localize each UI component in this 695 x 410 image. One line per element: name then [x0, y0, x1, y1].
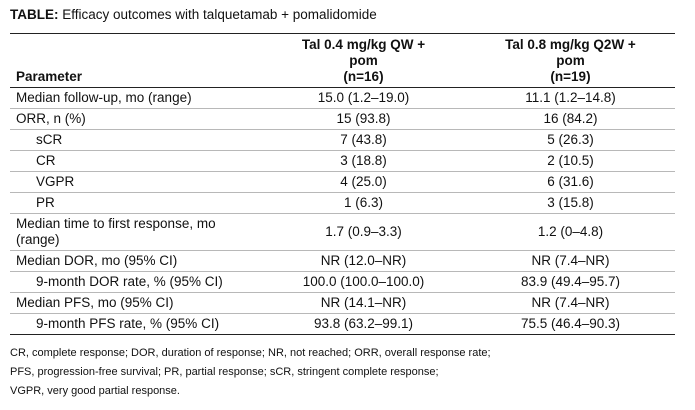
- row-label: 9-month PFS rate, % (95% CI): [36, 316, 220, 331]
- row-value-col1: 7 (43.8): [340, 132, 387, 147]
- footnote-line: VGPR, very good partial response.: [10, 385, 180, 397]
- header-col1-line2: pom: [349, 53, 378, 68]
- header-col2-line3: (n=19): [550, 69, 591, 84]
- row-label: ORR, n (%): [16, 111, 86, 126]
- table-row: 9-month PFS rate, % (95% CI) 93.8 (63.2–…: [10, 314, 675, 335]
- table-row: Median follow-up, mo (range) 15.0 (1.2–1…: [10, 88, 675, 109]
- table-row: Median time to first response, mo (range…: [10, 214, 675, 251]
- row-label: VGPR: [36, 174, 75, 189]
- table-row: ORR, n (%) 15 (93.8) 16 (84.2): [10, 109, 675, 130]
- row-value-col2: 6 (31.6): [547, 174, 594, 189]
- row-value-col2: 75.5 (46.4–90.3): [520, 316, 621, 331]
- table-row: sCR 7 (43.8) 5 (26.3): [10, 130, 675, 151]
- table-row: VGPR 4 (25.0) 6 (31.6): [10, 172, 675, 193]
- row-label: 9-month DOR rate, % (95% CI): [36, 274, 223, 289]
- table-title-prefix: TABLE:: [10, 7, 59, 22]
- header-col1-line1: Tal 0.4 mg/kg QW +: [301, 37, 426, 52]
- row-value-col2: 5 (26.3): [547, 132, 594, 147]
- efficacy-table: Parameter Tal 0.4 mg/kg QW + pom (n=16) …: [10, 33, 675, 335]
- row-label-line1: Median time to first response, mo: [16, 216, 216, 231]
- row-value-col2: 16 (84.2): [543, 111, 598, 126]
- row-label: CR: [36, 153, 56, 168]
- footnote-line: PFS, progression-free survival; PR, part…: [10, 366, 439, 378]
- row-label: Median DOR, mo (95% CI): [16, 253, 178, 268]
- table-row: Median DOR, mo (95% CI) NR (12.0–NR) NR …: [10, 251, 675, 272]
- row-value-col2: 1.2 (0–4.8): [537, 224, 604, 239]
- row-value-col2: NR (7.4–NR): [531, 253, 610, 268]
- header-col1-line3: (n=16): [343, 69, 384, 84]
- row-value-col1: 93.8 (63.2–99.1): [313, 316, 414, 331]
- table-body: Median follow-up, mo (range) 15.0 (1.2–1…: [10, 88, 675, 335]
- row-value-col1: 15 (93.8): [336, 111, 391, 126]
- row-value-col2: 83.9 (49.4–95.7): [520, 274, 621, 289]
- row-label: Median time to first response, mo (range…: [10, 214, 261, 251]
- row-value-col1: 4 (25.0): [340, 174, 387, 189]
- footnote-line: CR, complete response; DOR, duration of …: [10, 347, 491, 359]
- table-row: Median PFS, mo (95% CI) NR (14.1–NR) NR …: [10, 293, 675, 314]
- row-value-col1: 100.0 (100.0–100.0): [302, 274, 425, 289]
- row-value-col1: 3 (18.8): [340, 153, 387, 168]
- header-col2-line1: Tal 0.8 mg/kg Q2W +: [505, 37, 636, 52]
- row-label: Median follow-up, mo (range): [16, 90, 192, 105]
- table-footnote: CR, complete response; DOR, duration of …: [10, 344, 491, 401]
- table-row: CR 3 (18.8) 2 (10.5): [10, 151, 675, 172]
- row-value-col1: NR (12.0–NR): [320, 253, 407, 268]
- row-value-col2: 2 (10.5): [547, 153, 594, 168]
- row-label: PR: [36, 195, 55, 210]
- row-value-col2: 3 (15.8): [547, 195, 594, 210]
- row-label: Median PFS, mo (95% CI): [16, 295, 174, 310]
- row-value-col1: 1.7 (0.9–3.3): [325, 224, 402, 239]
- header-parameter: Parameter: [16, 69, 83, 84]
- table-row: PR 1 (6.3) 3 (15.8): [10, 193, 675, 214]
- table-row: 9-month DOR rate, % (95% CI) 100.0 (100.…: [10, 272, 675, 293]
- row-value-col2: NR (7.4–NR): [531, 295, 610, 310]
- row-value-col1: 1 (6.3): [343, 195, 384, 210]
- header-col-08-q2w: Tal 0.8 mg/kg Q2W + pom (n=19): [466, 34, 675, 88]
- row-label-line2: (range): [16, 232, 60, 247]
- table-header: Parameter Tal 0.4 mg/kg QW + pom (n=16) …: [10, 33, 675, 88]
- header-col-04-qw: Tal 0.4 mg/kg QW + pom (n=16): [261, 34, 466, 88]
- row-value-col1: NR (14.1–NR): [320, 295, 407, 310]
- row-label: sCR: [36, 132, 63, 147]
- row-value-col2: 11.1 (1.2–14.8): [525, 90, 616, 105]
- header-col2-line2: pom: [556, 53, 585, 68]
- row-value-col1: 15.0 (1.2–19.0): [317, 90, 410, 105]
- table-title: TABLE: Efficacy outcomes with talquetama…: [10, 7, 377, 22]
- table-title-text: Efficacy outcomes with talquetamab + pom…: [58, 7, 377, 22]
